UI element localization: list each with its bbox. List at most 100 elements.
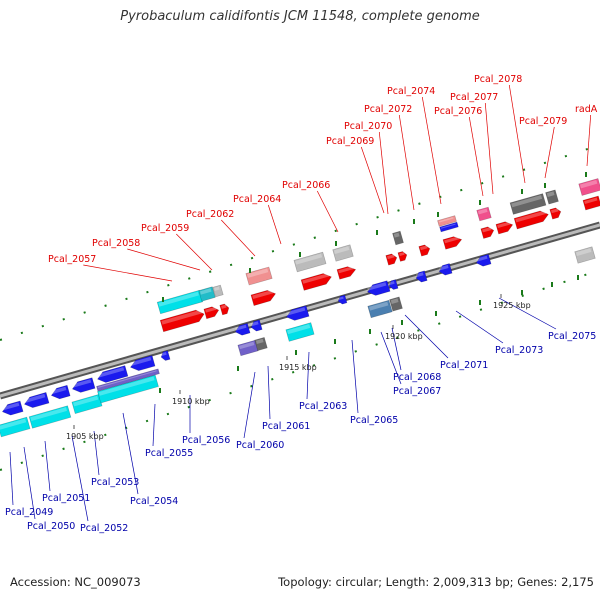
gene-label-bottom: Pcal_2071 bbox=[440, 360, 488, 371]
gene-red-10 bbox=[442, 236, 463, 250]
gene-label-bottom: Pcal_2055 bbox=[145, 448, 193, 459]
gene-salmon-b bbox=[437, 215, 457, 227]
gene-blue-15 bbox=[438, 263, 453, 276]
gene-label-bottom: Pcal_2067 bbox=[393, 386, 441, 397]
gene-red-1 bbox=[159, 309, 205, 333]
gene-red-5 bbox=[300, 273, 332, 291]
scale-label: 1925 kbp bbox=[493, 301, 531, 310]
gene-label-top: Pcal_2059 bbox=[141, 223, 189, 234]
gene-label-top: Pcal_2062 bbox=[186, 209, 234, 220]
gene-red-9 bbox=[418, 244, 431, 257]
gene-blue-9 bbox=[250, 319, 263, 332]
scale-labels: 1905 kbp 1910 kbp 1915 kbp 1920 kbp 1925 kbp bbox=[66, 294, 531, 441]
gene-blue-7 bbox=[160, 350, 171, 361]
gene-label-bottom: Pcal_2060 bbox=[236, 440, 284, 451]
gene-label-bottom: Pcal_2063 bbox=[299, 401, 347, 412]
gene-pink-a bbox=[476, 206, 492, 222]
gene-label-top: Pcal_2078 bbox=[474, 74, 522, 85]
gene-label-bottom: Pcal_2068 bbox=[393, 372, 441, 383]
gene-label-top: Pcal_2070 bbox=[344, 121, 392, 132]
gene-dgray-a bbox=[392, 230, 404, 246]
gene-blue-1 bbox=[1, 400, 24, 416]
gene-label-bottom: Pcal_2051 bbox=[42, 493, 90, 504]
gene-cyan-2 bbox=[28, 405, 72, 429]
gene-label-top: Pcal_2072 bbox=[364, 104, 412, 115]
gene-red-11 bbox=[480, 226, 495, 239]
gene-red-14 bbox=[549, 207, 562, 220]
gene-cyan-3 bbox=[71, 394, 103, 414]
gene-blue-16 bbox=[475, 253, 492, 267]
gene-label-bottom: Pcal_2050 bbox=[27, 521, 75, 532]
gene-label-bottom: Pcal_2061 bbox=[262, 421, 310, 432]
gene-dgray-c bbox=[545, 189, 559, 205]
gene-red-3 bbox=[219, 303, 230, 316]
gene-gray-1 bbox=[574, 246, 596, 264]
gene-cyan-4 bbox=[97, 374, 159, 404]
topology-text: Topology: circular; Length: 2,009,313 bp… bbox=[278, 575, 594, 589]
gene-blue-4 bbox=[71, 377, 96, 393]
gene-label-top: radA bbox=[575, 104, 598, 115]
gene-cyan-5 bbox=[285, 322, 315, 342]
gene-blue-a bbox=[439, 221, 459, 233]
scale-label: 1915 kbp bbox=[279, 363, 317, 372]
gene-pink-b bbox=[578, 178, 600, 196]
gene-label-bottom: Pcal_2065 bbox=[350, 415, 398, 426]
gene-label-bottom: Pcal_2049 bbox=[5, 507, 53, 518]
gene-label-top: Pcal_2079 bbox=[519, 116, 567, 127]
gene-label-bottom: Pcal_2053 bbox=[91, 477, 139, 488]
gene-label-top: Pcal_2069 bbox=[326, 136, 374, 147]
scale-label: 1905 kbp bbox=[66, 432, 104, 441]
gene-cyan-b bbox=[198, 286, 216, 302]
accession-text: Accession: NC_009073 bbox=[10, 575, 141, 589]
gene-cyan-a bbox=[156, 289, 204, 315]
gene-label-top: Pcal_2057 bbox=[48, 254, 96, 265]
gene-label-top: Pcal_2058 bbox=[92, 238, 140, 249]
scale-label: 1910 kbp bbox=[172, 397, 210, 406]
gene-blue-3 bbox=[50, 384, 71, 400]
gene-blue-6 bbox=[129, 355, 156, 371]
gene-label-top: Pcal_2076 bbox=[434, 106, 482, 117]
gene-label-top: Pcal_2066 bbox=[282, 180, 330, 191]
gene-red-6 bbox=[336, 266, 357, 280]
gene-blue-13 bbox=[388, 279, 399, 290]
gene-blue-5 bbox=[97, 365, 129, 383]
genome-title: Pyrobaculum calidifontis JCM 11548, comp… bbox=[120, 9, 480, 24]
gene-label-bottom: Pcal_2054 bbox=[130, 496, 178, 507]
gene-label-bottom: Pcal_2052 bbox=[80, 523, 128, 534]
feature-ticks bbox=[159, 172, 587, 393]
gene-red-15 bbox=[582, 195, 600, 211]
gene-red-8 bbox=[397, 251, 408, 262]
scale-label: 1920 kbp bbox=[385, 332, 423, 341]
leader-lines bbox=[9, 84, 592, 522]
gene-blue-11 bbox=[337, 294, 348, 305]
gene-label-bottom: Pcal_2073 bbox=[495, 345, 543, 356]
gene-gray-a bbox=[212, 284, 224, 298]
gene-label-top: Pcal_2074 bbox=[387, 86, 435, 97]
gene-purple-1 bbox=[96, 368, 160, 392]
gene-blue-14 bbox=[415, 270, 428, 283]
gene-blue-12 bbox=[366, 280, 391, 296]
gene-gray-c bbox=[332, 244, 354, 262]
gene-dgray-1 bbox=[254, 336, 268, 352]
gene-features bbox=[0, 172, 600, 438]
gene-dgray-b bbox=[509, 193, 547, 215]
gene-purple-2 bbox=[237, 339, 259, 357]
gene-blue-2 bbox=[23, 392, 50, 408]
gene-red-4 bbox=[250, 289, 277, 306]
gene-red-13 bbox=[513, 210, 549, 230]
gene-label-bottom: Pcal_2056 bbox=[182, 435, 230, 446]
gene-blue-10 bbox=[285, 305, 310, 321]
gene-label-top: Pcal_2064 bbox=[233, 194, 281, 205]
gene-red-12 bbox=[495, 221, 514, 235]
gene-cyan-1 bbox=[0, 416, 31, 438]
gene-dgray-2 bbox=[389, 296, 403, 312]
gene-salmon-a bbox=[245, 266, 273, 286]
gene-label-top: Pcal_2077 bbox=[450, 92, 498, 103]
gene-steel-1 bbox=[367, 299, 393, 319]
gene-label-bottom: Pcal_2075 bbox=[548, 331, 596, 342]
gene-gray-b bbox=[293, 251, 327, 273]
gene-blue-8 bbox=[234, 322, 251, 336]
